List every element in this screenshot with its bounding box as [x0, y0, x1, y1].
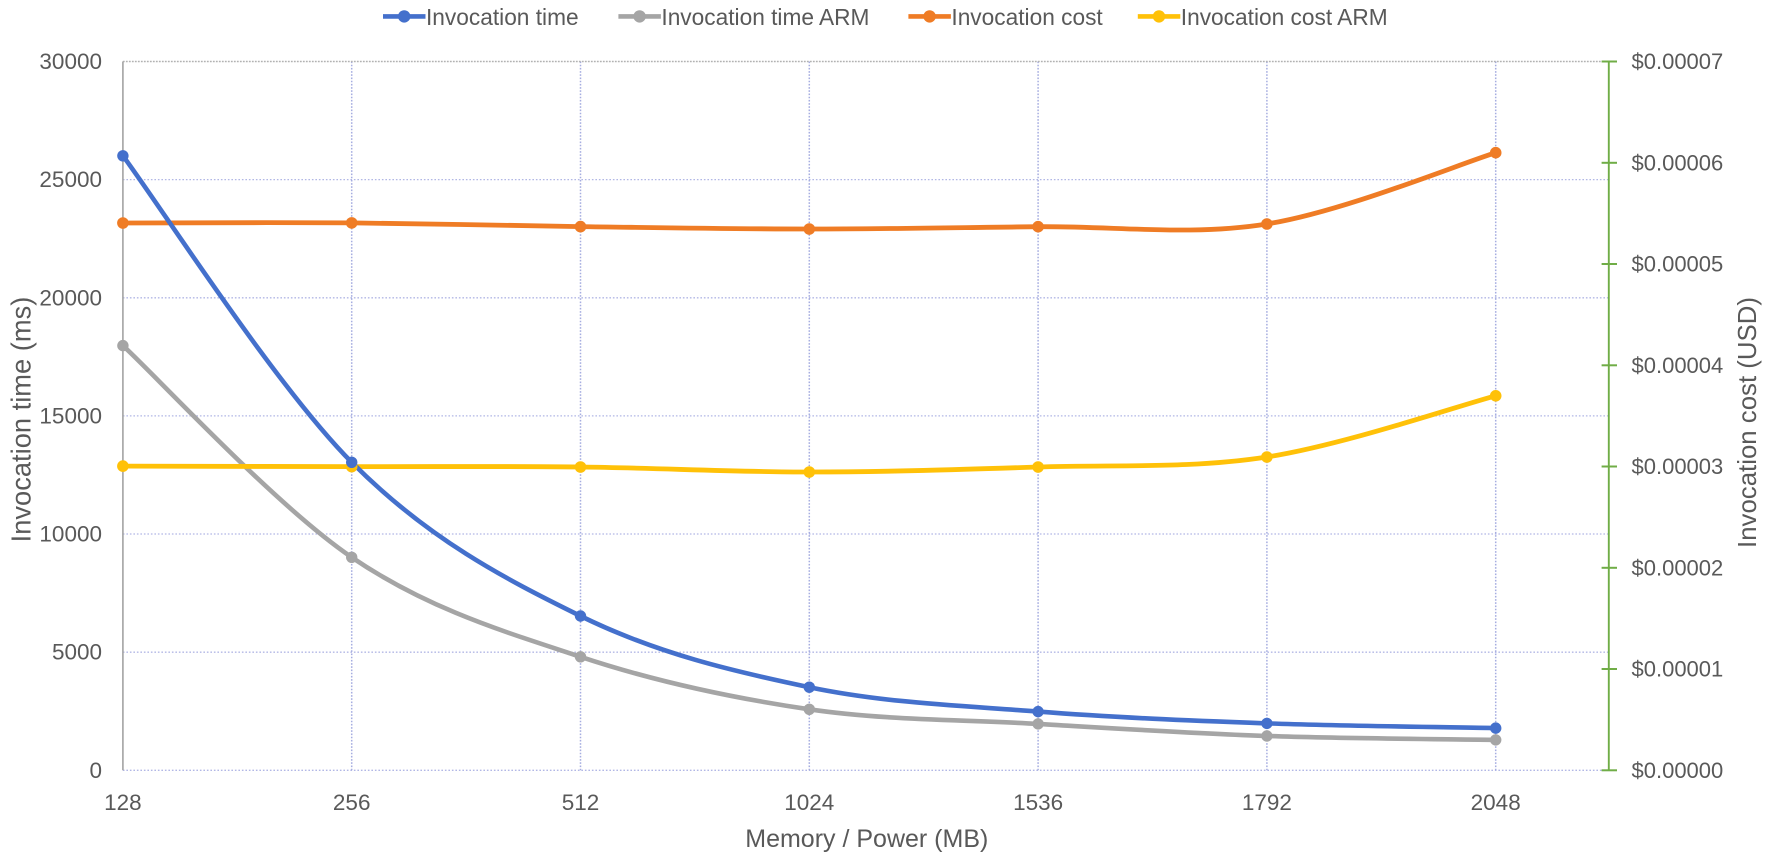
svg-text:$0.00002: $0.00002 — [1632, 555, 1724, 580]
svg-text:$0.00001: $0.00001 — [1632, 657, 1724, 682]
svg-text:$0.00007: $0.00007 — [1632, 49, 1724, 74]
svg-text:Invocation time (ms): Invocation time (ms) — [6, 297, 37, 543]
svg-text:Memory / Power (MB): Memory / Power (MB) — [745, 825, 988, 853]
svg-text:Invocation time: Invocation time — [426, 4, 579, 30]
svg-text:1024: 1024 — [784, 790, 834, 815]
svg-text:15000: 15000 — [39, 403, 102, 428]
svg-text:1792: 1792 — [1242, 790, 1292, 815]
svg-text:$0.00003: $0.00003 — [1632, 454, 1724, 479]
svg-text:2048: 2048 — [1471, 790, 1521, 815]
svg-text:Invocation cost (USD): Invocation cost (USD) — [1734, 297, 1762, 548]
svg-text:Invocation cost: Invocation cost — [951, 4, 1103, 30]
svg-text:$0.00000: $0.00000 — [1632, 758, 1724, 783]
svg-text:5000: 5000 — [52, 640, 102, 665]
svg-text:512: 512 — [562, 790, 600, 815]
svg-text:0: 0 — [89, 758, 102, 783]
svg-text:25000: 25000 — [39, 167, 102, 192]
svg-text:$0.00005: $0.00005 — [1632, 252, 1724, 277]
svg-text:256: 256 — [333, 790, 371, 815]
svg-text:10000: 10000 — [39, 522, 102, 547]
svg-text:20000: 20000 — [39, 285, 102, 310]
svg-text:30000: 30000 — [39, 49, 102, 74]
svg-text:$0.00004: $0.00004 — [1632, 353, 1724, 378]
svg-text:Invocation cost ARM: Invocation cost ARM — [1181, 4, 1388, 30]
svg-text:1536: 1536 — [1013, 790, 1063, 815]
svg-text:$0.00006: $0.00006 — [1632, 150, 1724, 175]
svg-text:Invocation time ARM: Invocation time ARM — [661, 4, 869, 30]
svg-text:128: 128 — [104, 790, 142, 815]
